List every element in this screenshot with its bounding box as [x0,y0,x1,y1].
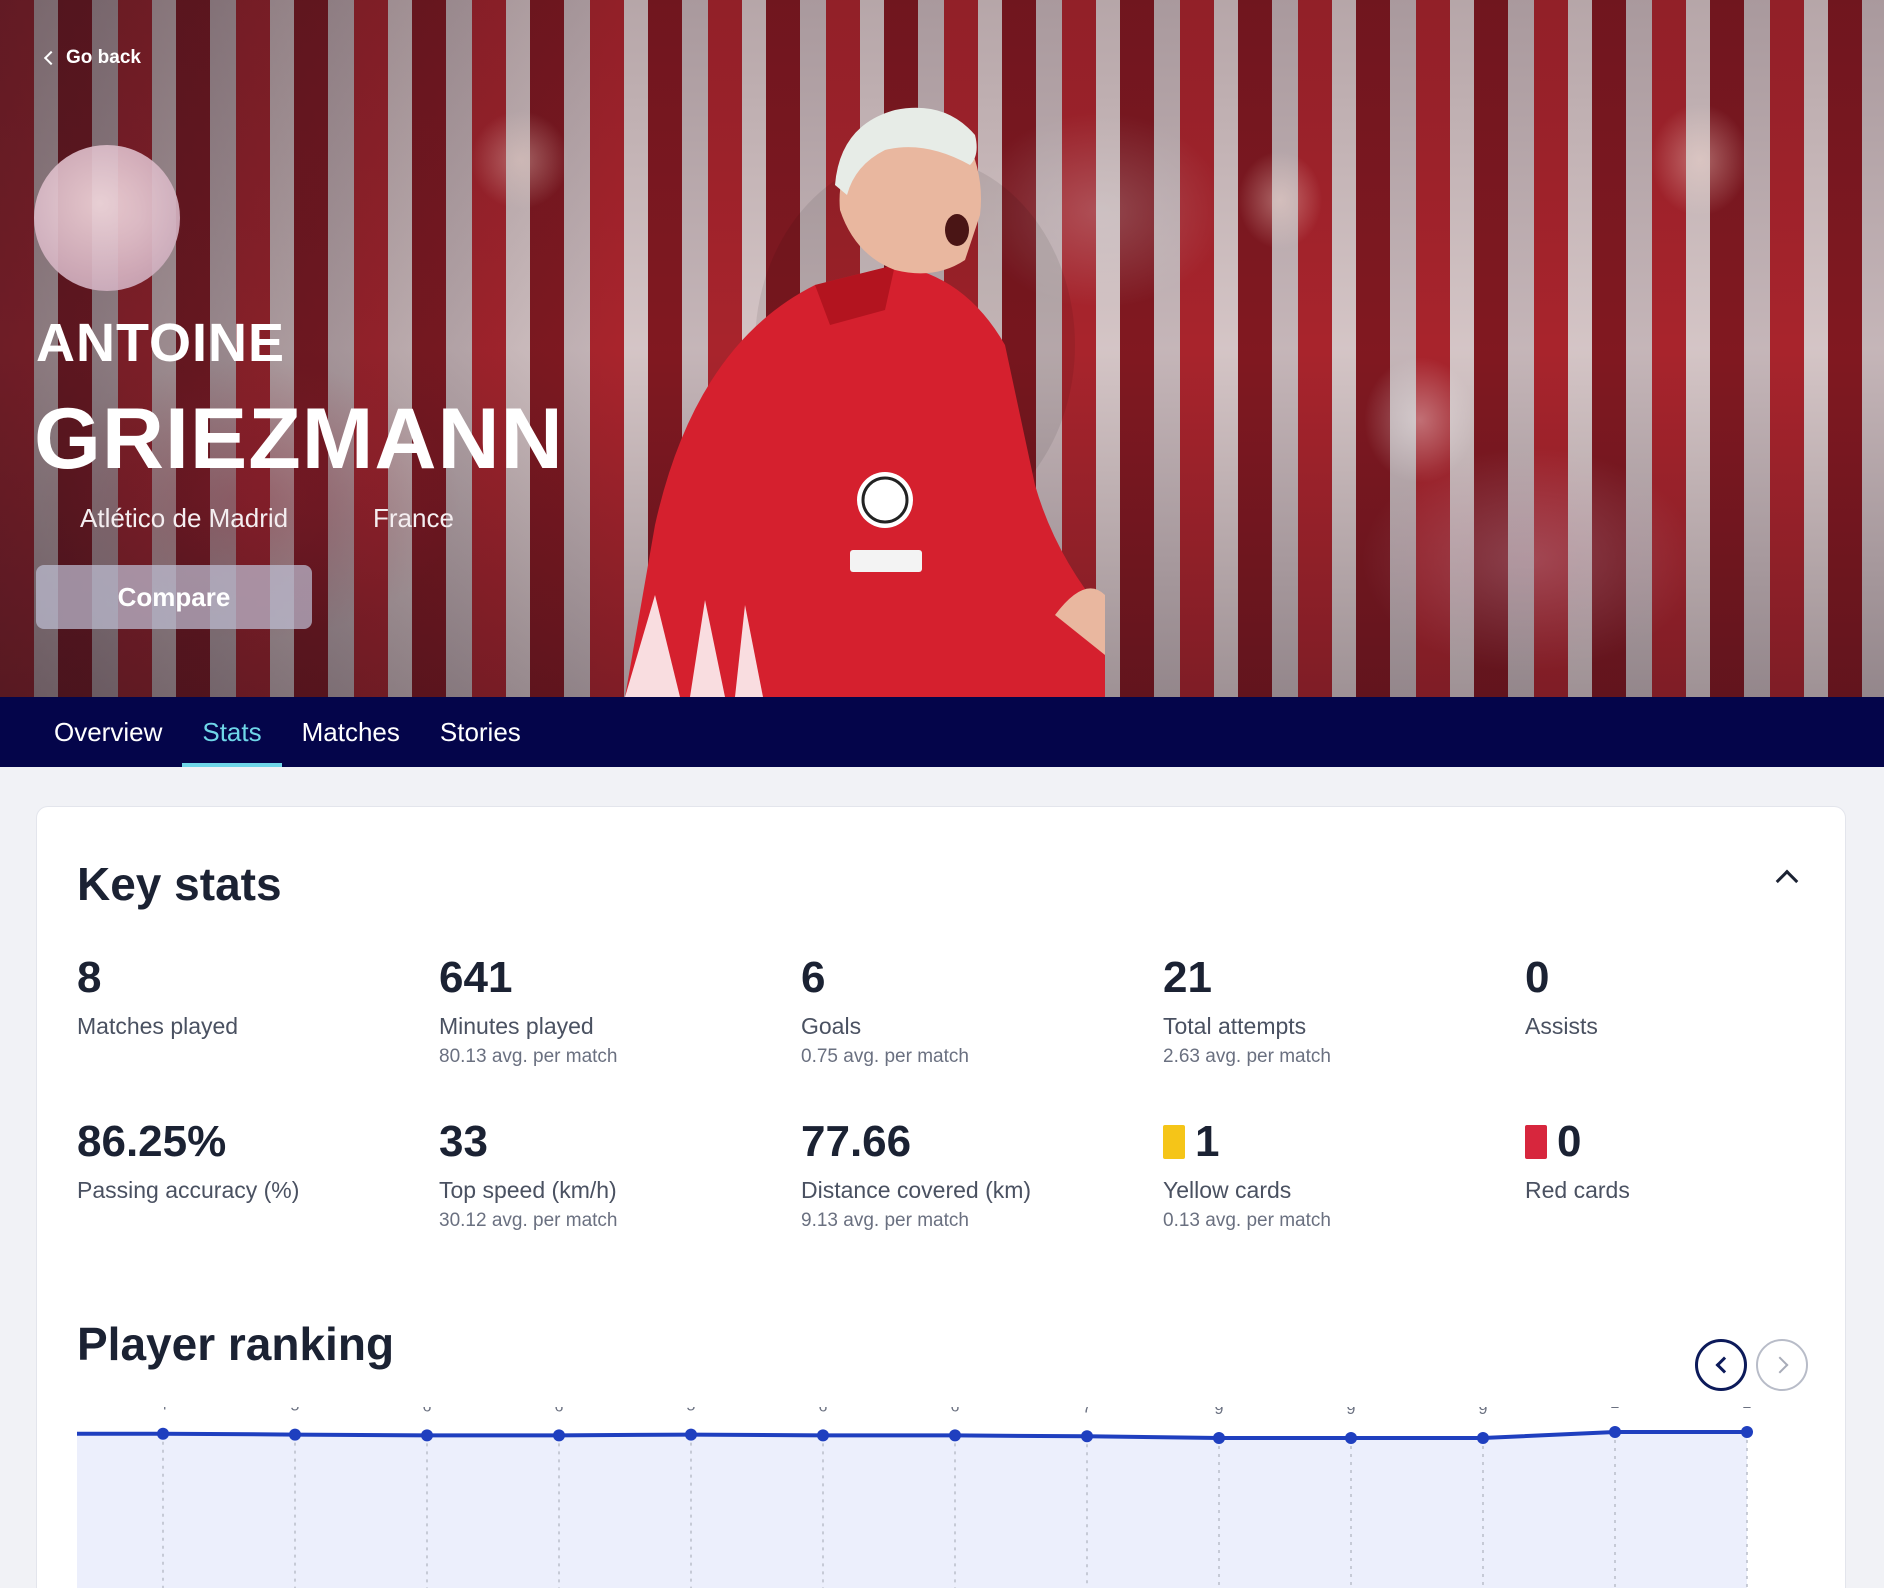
player-ranking-chart: 4 5 6 6 5 6 6 7 9 9 9 2 2 [77,1407,1753,1588]
stat-label: Yellow cards [1163,1177,1292,1203]
chevron-up-icon[interactable] [1775,869,1799,893]
stat-total-attempts: 21 Total attempts 2.63 avg. per match [1163,953,1493,1068]
stat-average: 0.13 avg. per match [1163,1210,1331,1231]
ranking-data-label: 5 [687,1407,696,1415]
stat-average: 2.63 avg. per match [1163,1046,1331,1067]
ranking-point [1081,1430,1093,1443]
stat-value: 33 [439,1117,488,1166]
ranking-point [1477,1432,1489,1444]
stat-average: 0.75 avg. per match [801,1046,969,1067]
ranking-data-label: 6 [951,1407,960,1415]
player-first-name: ANTOINE [36,313,286,373]
stat-label: Total attempts [1163,1013,1307,1039]
ranking-data-label: 5 [291,1407,300,1415]
stat-value: 0 [1525,953,1550,1002]
chevron-right-icon [1771,1356,1788,1374]
key-stats-card: Key stats 8 Matches played 641 Minutes p… [36,806,1846,1588]
ranking-prev-button[interactable] [1695,1339,1747,1391]
stat-value: 1 [1195,1117,1220,1166]
ranking-data-label: 9 [1347,1407,1356,1418]
stat-yellow-cards: 1 Yellow cards 0.13 avg. per match [1163,1117,1493,1232]
stat-value: 21 [1163,953,1212,1002]
ranking-point [949,1429,961,1442]
stat-value: 641 [439,953,513,1002]
stat-label: Top speed (km/h) [439,1177,617,1203]
stat-label: Matches played [77,1013,239,1039]
player-avatar [34,145,180,291]
stat-label: Minutes played [439,1013,594,1039]
ranking-data-label: 4 [159,1407,168,1414]
key-stats-title: Key stats [77,858,282,910]
ranking-data-label: 9 [1479,1407,1488,1418]
ranking-data-label: 2 [1743,1407,1752,1412]
stat-label: Red cards [1525,1177,1630,1203]
stat-minutes-played: 641 Minutes played 80.13 avg. per match [439,953,769,1068]
player-tabs: Overview Stats Matches Stories [0,697,1884,767]
stat-assists: 0 Assists [1525,953,1855,1040]
stat-value-row: 1 [1163,1117,1493,1167]
ranking-point [1741,1426,1753,1438]
ranking-point [421,1429,433,1442]
ranking-data-label: 7 [1083,1407,1092,1416]
ranking-data-label: 6 [819,1407,828,1415]
stat-red-cards: 0 Red cards [1525,1117,1855,1204]
ranking-point [685,1428,697,1441]
ranking-point [157,1427,169,1440]
stat-value-row: 0 [1525,1117,1855,1167]
ranking-next-button[interactable] [1756,1339,1808,1391]
ranking-area [77,1432,1747,1588]
hero-banner: Go back ANTOINE GRIEZMANN Atlético de Ma… [0,0,1884,697]
ranking-point [1345,1432,1357,1444]
player-ranking-title: Player ranking [77,1318,395,1370]
ranking-data-label: 2 [1611,1407,1620,1412]
compare-button[interactable]: Compare [36,565,312,629]
ranking-line [77,1430,1747,1440]
tab-overview[interactable]: Overview [54,716,163,747]
player-last-name: GRIEZMANN [34,391,564,487]
ranking-point [817,1429,829,1442]
stat-top-speed: 33 Top speed (km/h) 30.12 avg. per match [439,1117,769,1232]
stat-value: 8 [77,953,102,1002]
ranking-point [553,1429,565,1442]
ranking-data-label: 6 [423,1407,432,1415]
stat-average: 30.12 avg. per match [439,1210,618,1231]
stat-value: 77.66 [801,1117,912,1166]
stat-distance-covered: 77.66 Distance covered (km) 9.13 avg. pe… [801,1117,1131,1232]
yellow-card-icon [1163,1125,1185,1159]
stat-goals: 6 Goals 0.75 avg. per match [801,953,1131,1068]
stat-label: Distance covered (km) [801,1177,1032,1203]
stat-matches-played: 8 Matches played [77,953,407,1040]
ranking-data-label: 9 [1215,1407,1224,1418]
stat-label: Passing accuracy (%) [77,1177,300,1203]
player-club[interactable]: Atlético de Madrid [80,503,289,533]
ranking-point [1609,1426,1621,1438]
stat-value: 86.25% [77,1117,227,1166]
tab-stories[interactable]: Stories [439,716,521,747]
ranking-point [289,1428,301,1441]
stat-value: 0 [1557,1117,1582,1166]
go-back-label: Go back [66,47,141,68]
ranking-data-label: 6 [555,1407,564,1415]
ranking-point [1213,1432,1225,1444]
stat-label: Goals [801,1013,862,1039]
stat-passing-accuracy: 86.25% Passing accuracy (%) [77,1117,407,1204]
stat-average: 9.13 avg. per match [801,1210,969,1231]
chevron-left-icon [1715,1356,1732,1374]
chevron-left-icon [43,50,59,66]
player-photo [625,107,1105,697]
red-card-icon [1525,1125,1547,1159]
tab-matches[interactable]: Matches [301,716,400,747]
stat-value: 6 [801,953,826,1002]
player-country[interactable]: France [373,503,454,533]
stat-average: 80.13 avg. per match [439,1046,618,1067]
go-back-link[interactable]: Go back [43,47,141,69]
tab-stats[interactable]: Stats [182,697,282,767]
stat-label: Assists [1525,1013,1598,1039]
